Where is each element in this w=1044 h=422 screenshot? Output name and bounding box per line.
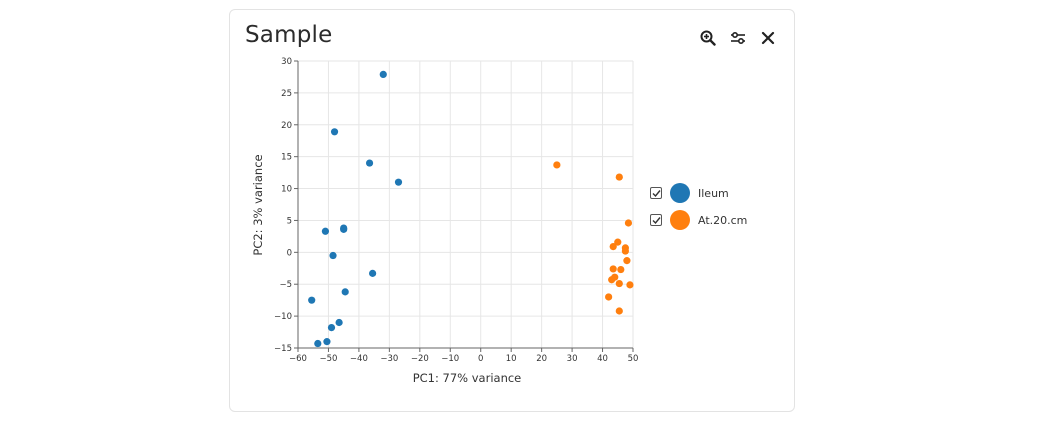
check-icon [652, 189, 661, 197]
data-points [308, 70, 634, 348]
ileum-point [340, 224, 348, 232]
ileum-point [323, 338, 331, 346]
sliders-icon[interactable] [728, 28, 748, 48]
at20cm-point [617, 265, 625, 274]
at20cm-point [609, 265, 617, 273]
at20cm-point [615, 279, 623, 288]
legend-label-at20cm: At.20.cm [698, 213, 748, 227]
ileum-point [379, 70, 387, 78]
at20cm-point [615, 173, 623, 181]
y-tick-label: 30 [281, 57, 292, 67]
x-tick-label: −40 [350, 354, 368, 364]
axes: −60 −50 −40 −30 −20 −10 0 10 20 30 40 50−15−10−5051… [274, 57, 638, 364]
y-tick-label: −5 [279, 280, 292, 290]
card-title: Sample [245, 22, 333, 48]
y-tick-label: 5 [287, 216, 292, 226]
ileum-point [308, 296, 316, 304]
ileum-point [329, 251, 337, 260]
ileum-point [330, 128, 339, 136]
x-tick-label: 0 [478, 354, 483, 364]
legend-item-ileum[interactable]: Ileum [650, 180, 747, 206]
y-tick-label: 10 [281, 185, 292, 195]
x-tick-label: −60 [289, 354, 307, 364]
grid [297, 60, 634, 349]
ileum-point [321, 227, 330, 235]
y-tick-label: −10 [274, 312, 292, 322]
legend-label-ileum: Ileum [698, 186, 729, 200]
at20cm-point [608, 276, 616, 284]
sample-card: Sample −60 −50 −40 −3 [229, 9, 795, 412]
ileum-point [365, 159, 374, 167]
legend-swatch-ileum [670, 183, 690, 203]
y-axis-label: PC2: 3% variance [251, 154, 265, 255]
x-tick-label: 10 [506, 354, 517, 364]
x-tick-label: −20 [411, 354, 429, 364]
legend-checkbox-ileum[interactable] [650, 187, 662, 199]
ileum-point [394, 178, 403, 186]
at20cm-point [553, 161, 561, 169]
y-tick-label: −15 [274, 344, 292, 354]
y-tick-label: 15 [281, 153, 292, 163]
legend-item-at20cm[interactable]: At.20.cm [650, 207, 747, 233]
at20cm-point [609, 242, 617, 251]
legend-swatch-at20cm [670, 210, 690, 230]
ileum-point [314, 339, 322, 348]
y-tick-label: 0 [287, 248, 292, 258]
ileum-point [327, 323, 336, 332]
at20cm-point [614, 238, 622, 246]
at20cm-point [605, 293, 613, 301]
x-tick-label: −50 [319, 354, 337, 364]
ileum-point [341, 288, 349, 296]
x-tick-label: −30 [380, 354, 398, 364]
x-tick-label: 20 [536, 354, 547, 364]
zoom-in-icon[interactable] [698, 28, 718, 48]
x-tick-label: −10 [441, 354, 459, 364]
at20cm-point [623, 257, 631, 265]
x-tick-label: 40 [597, 354, 608, 364]
at20cm-point [624, 219, 633, 227]
at20cm-point [626, 281, 634, 289]
at20cm-point [615, 307, 623, 315]
ileum-point [369, 269, 377, 277]
ileum-point [335, 318, 343, 327]
close-icon[interactable] [758, 28, 778, 48]
legend-checkbox-at20cm[interactable] [650, 214, 662, 226]
y-tick-label: 20 [281, 121, 292, 131]
x-tick-label: 30 [567, 354, 578, 364]
toolbar [698, 28, 778, 48]
y-tick-label: 25 [281, 89, 292, 99]
scatter-chart: −60 −50 −40 −30 −20 −10 0 10 20 30 40 50−15−10−5051… [251, 57, 638, 385]
x-tick-label: 50 [628, 354, 639, 364]
legend: Ileum At.20.cm [650, 180, 747, 234]
x-axis-label: PC1: 77% variance [413, 371, 522, 385]
at20cm-point [621, 247, 629, 255]
check-icon [652, 216, 661, 224]
